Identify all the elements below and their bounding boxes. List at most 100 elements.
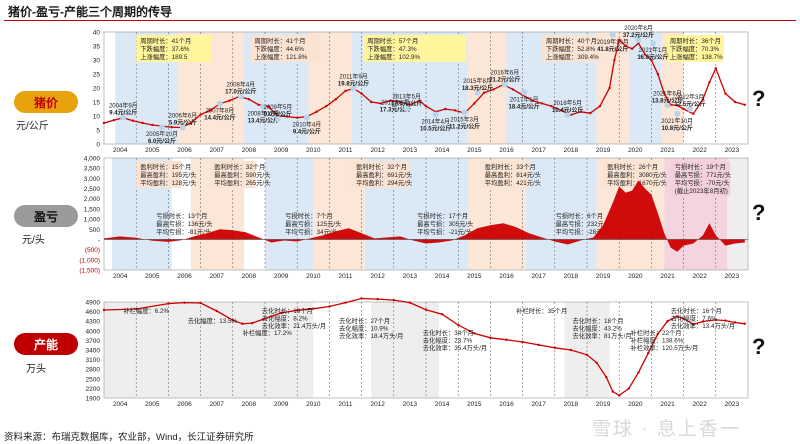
x-tick-label: 2010 [306,147,321,154]
capacity-annotation: 补栏幅度：6.2% [123,306,169,315]
data-point [589,112,592,115]
extreme-marker [274,115,281,122]
data-point [247,98,251,101]
cycle-stat-label: 最高亏损：136元/头 [156,219,212,228]
data-point [112,119,115,122]
cycle-box [136,35,212,62]
band-rise [596,32,629,144]
capacity-annotation: 去化效率：18.4万头/月 [339,331,403,340]
annotation-value: 10.5元/公斤 [420,125,451,133]
figure-title: 猪价-盈亏-产能三个周期的传导 [8,5,172,19]
watermark: 雪球 · 息上香一 [592,419,741,440]
profit-area [104,180,745,252]
x-tick-label: 2021 [660,401,675,408]
cycle-box [665,35,724,62]
annotation-date: 2016年6月 [491,69,520,77]
data-point [250,321,254,325]
data-point [183,301,186,304]
data-point [408,301,412,304]
cycle-stat-label: 周期时长：57个月 [367,36,418,45]
annotation-value: 41.8元/公斤 [597,45,628,53]
source-note: 资料来源：布瑞克数据库，农业部，Wind，长江证券研究所 [4,432,254,443]
data-point [650,58,653,62]
data-point [344,89,347,93]
data-point [312,307,315,310]
data-point [701,98,705,101]
cycle-box [541,35,602,62]
data-point [424,308,428,311]
annotation-value: 37.2元/公斤 [623,31,654,39]
x-tick-label: 2005 [145,401,160,408]
cycle-stat-label: 最高亏损：305元/头 [417,219,473,228]
band-rise [467,32,507,144]
cycle-stat-label: 盈利时长：26个月 [607,162,658,171]
capacity-annotation: 去化效率：21.4万头/月 [262,321,326,330]
annotation-value: 21.2元/公斤 [489,76,520,84]
x-tick-label: 2012 [370,401,385,408]
x-tick-label: 2020 [628,273,643,280]
extreme-marker [687,106,694,112]
extreme-marker [521,89,528,96]
cycle-stat-label: 盈利时长：32个月 [356,162,407,171]
x-tick-label: 2009 [274,273,289,280]
data-point [692,323,695,326]
x-tick-label: 2009 [274,147,289,154]
x-tick-label: 2007 [209,401,224,408]
annotation-value: 10.8元/公斤 [661,124,692,132]
data-point [492,88,495,91]
cycle-stat-label: 平均亏损：34元/头 [285,227,338,236]
data-point [724,92,727,95]
capacity-annotation: 补栏效率：120.5万头/月 [630,343,698,352]
annotation-date: 2014年4月 [421,118,450,126]
data-point [585,353,589,356]
data-point [630,47,634,50]
capacity-annotation: 补栏时长：35个月 [516,306,567,315]
capacity-annotation: 去化幅度：43.2% [573,324,623,333]
capacity-annotation: 去化效率：13.4万头/月 [671,321,735,330]
data-point [279,311,283,315]
y-tick-label: 1,000 [84,217,101,224]
data-point [334,98,338,101]
cycle-stat-label: 亏损时长：19个月 [675,162,726,171]
y-tick-label: 1900 [86,396,101,403]
x-tick-label: 2016 [499,147,514,154]
x-tick-label: 2005 [145,273,160,280]
profit-question-mark: ? [752,200,766,225]
data-point [444,107,447,111]
annotation-date: 2010年4月 [293,121,322,129]
annotation-value: 18.4元/公斤 [509,102,540,110]
capacity-annotation: 去化幅度：13.5% [188,316,238,325]
data-point [540,102,544,105]
price-question-mark: ? [752,86,766,111]
extreme-marker [237,93,244,100]
y-tick-label: 2800 [86,367,101,374]
capacity-annotation: 去化时长：34个月 [423,328,474,337]
band-gray [371,302,439,398]
data-point [360,92,363,95]
cycle-stat-label: 亏损时长：7个月 [285,211,333,220]
annotation-date: 2017年1月 [510,95,539,103]
y-tick-label: 3100 [86,357,101,364]
y-tick-label: 0 [96,142,100,149]
capacity-panel-unit: 万头 [26,364,46,375]
extreme-marker [664,102,671,109]
data-point [376,297,379,301]
capacity-annotation: 去化时长：16个月 [671,306,722,315]
x-tick-label: 2006 [177,401,192,408]
x-tick-label: 2015 [467,147,482,154]
x-tick-label: 2015 [467,401,482,408]
data-point [473,332,476,335]
extreme-marker [501,81,508,88]
capacity-annotation: 补栏时长：22个月 [630,328,681,337]
x-tick-label: 2023 [725,273,740,280]
data-point [537,343,540,347]
x-tick-label: 2022 [692,147,707,154]
data-point [733,100,737,104]
annotation-value: 13.8元/公斤 [652,96,683,104]
x-tick-label: 2008 [242,273,257,280]
x-tick-label: 2018 [564,147,579,154]
data-point [370,100,373,104]
x-tick-label: 2020 [628,401,643,408]
